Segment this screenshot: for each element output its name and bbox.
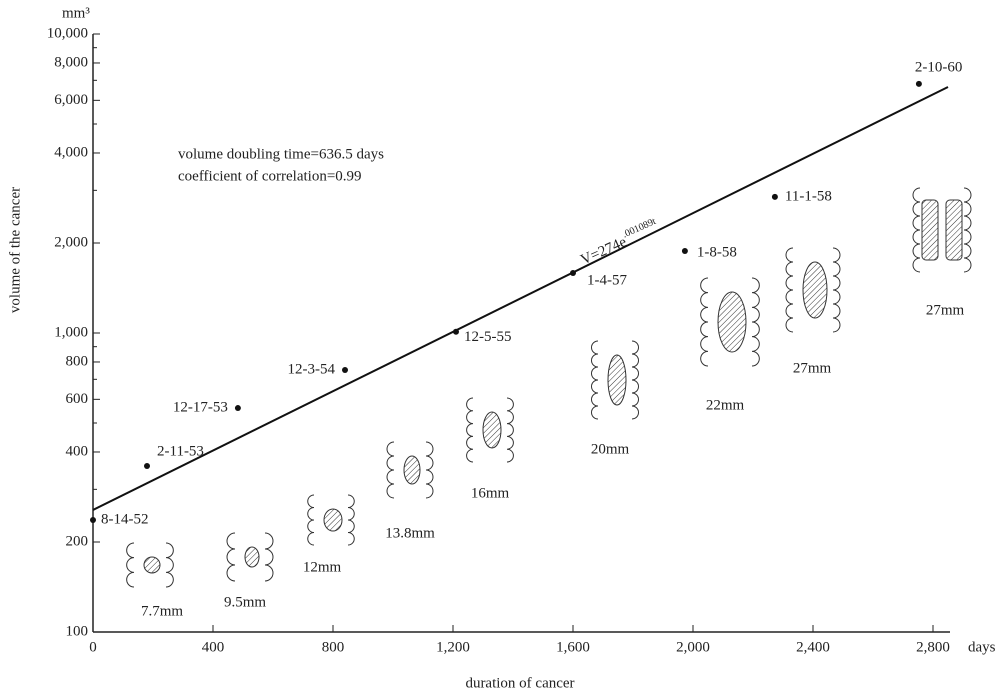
bowel-outline xyxy=(466,397,474,463)
x-axis-title: duration of cancer xyxy=(465,675,574,691)
point-label: 1-4-57 xyxy=(587,272,627,288)
point-label: 1-8-58 xyxy=(697,244,737,260)
bowel-outline xyxy=(226,532,236,582)
x-tick-label: 1,200 xyxy=(436,639,470,655)
equation-exponent: .001089t xyxy=(621,216,658,240)
y-tick-label: 600 xyxy=(66,391,89,407)
bowel-outline xyxy=(751,277,760,367)
y-tick-label: 800 xyxy=(66,353,89,369)
data-point xyxy=(90,516,96,523)
y-tick-label: 8,000 xyxy=(54,54,88,70)
annotation: coefficient of correlation=0.99 xyxy=(178,168,362,184)
bowel-outline xyxy=(591,340,599,420)
bowel-outline xyxy=(506,397,514,463)
x-unit: days xyxy=(968,639,996,655)
tumor-sketch xyxy=(717,291,747,353)
point-label: 12-3-54 xyxy=(288,361,336,377)
y-tick-label: 100 xyxy=(66,623,89,639)
y-tick-label: 2,000 xyxy=(54,234,88,250)
y-unit: mm³ xyxy=(62,5,90,21)
y-tick-label: 4,000 xyxy=(54,144,88,160)
bowel-outline xyxy=(264,532,274,582)
x-tick-label: 400 xyxy=(202,639,225,655)
y-tick-label: 10,000 xyxy=(47,25,88,41)
data-point xyxy=(144,463,150,470)
data-point xyxy=(342,367,348,374)
tumor-sketch xyxy=(921,199,939,261)
tumor-size-label: 27mm xyxy=(926,302,965,318)
x-tick-label: 800 xyxy=(322,639,345,655)
tumor-sketch xyxy=(143,556,161,574)
x-tick-label: 2,000 xyxy=(676,639,710,655)
point-label: 8-14-52 xyxy=(101,511,149,527)
equation: V=274e.001089t xyxy=(577,216,662,269)
tumor-size-label: 13.8mm xyxy=(385,525,435,541)
tumor-size-label: 12mm xyxy=(303,559,342,575)
fit-line xyxy=(92,86,949,511)
bowel-outline xyxy=(347,494,355,546)
bowel-outline xyxy=(631,340,639,420)
bowel-outline xyxy=(963,187,972,273)
x-tick-label: 2,800 xyxy=(916,639,950,655)
x-tick-label: 0 xyxy=(89,639,97,655)
tumor-sketch xyxy=(607,354,627,406)
point-label: 11-1-58 xyxy=(785,188,832,204)
bowel-outline xyxy=(165,542,174,588)
data-point xyxy=(681,248,688,255)
bowel-outline xyxy=(386,441,395,499)
annotation: volume doubling time=636.5 days xyxy=(178,146,384,162)
x-tick-label: 1,600 xyxy=(556,639,590,655)
data-point xyxy=(915,80,922,87)
tumor-size-label: 20mm xyxy=(591,441,630,457)
tumor-sketch xyxy=(482,411,502,449)
point-label: 2-11-53 xyxy=(157,443,204,459)
equation-base: V=274e xyxy=(579,234,630,268)
bowel-outline xyxy=(700,277,709,367)
bowel-outline xyxy=(832,247,841,333)
bowel-outline xyxy=(425,441,434,499)
tumor-size-label: 22mm xyxy=(706,397,745,413)
point-label: 2-10-60 xyxy=(915,59,963,75)
bowel-outline xyxy=(912,187,921,273)
data-point xyxy=(234,405,241,412)
tumor-sketch xyxy=(323,508,343,532)
bowel-outline xyxy=(307,494,315,546)
tumor-sketch xyxy=(244,546,260,568)
tumor-size-label: 7.7mm xyxy=(141,603,183,619)
y-tick-label: 400 xyxy=(66,443,89,459)
tumor-sketch xyxy=(403,455,421,485)
data-point xyxy=(771,193,778,200)
point-label: 12-17-53 xyxy=(173,399,228,415)
x-tick-label: 2,400 xyxy=(796,639,830,655)
tumor-sketch xyxy=(802,261,828,319)
y-tick-label: 6,000 xyxy=(54,92,88,108)
bowel-outline xyxy=(785,247,794,333)
tumor-sketch xyxy=(945,199,963,261)
y-tick-label: 1,000 xyxy=(54,324,88,340)
bowel-outline xyxy=(126,542,135,588)
y-tick-label: 200 xyxy=(66,533,89,549)
tumor-size-label: 27mm xyxy=(793,360,832,376)
y-axis-title: volume of the cancer xyxy=(7,187,23,313)
tumor-size-label: 16mm xyxy=(471,485,510,501)
tumor-size-label: 9.5mm xyxy=(224,594,266,610)
point-label: 12-5-55 xyxy=(464,329,512,345)
